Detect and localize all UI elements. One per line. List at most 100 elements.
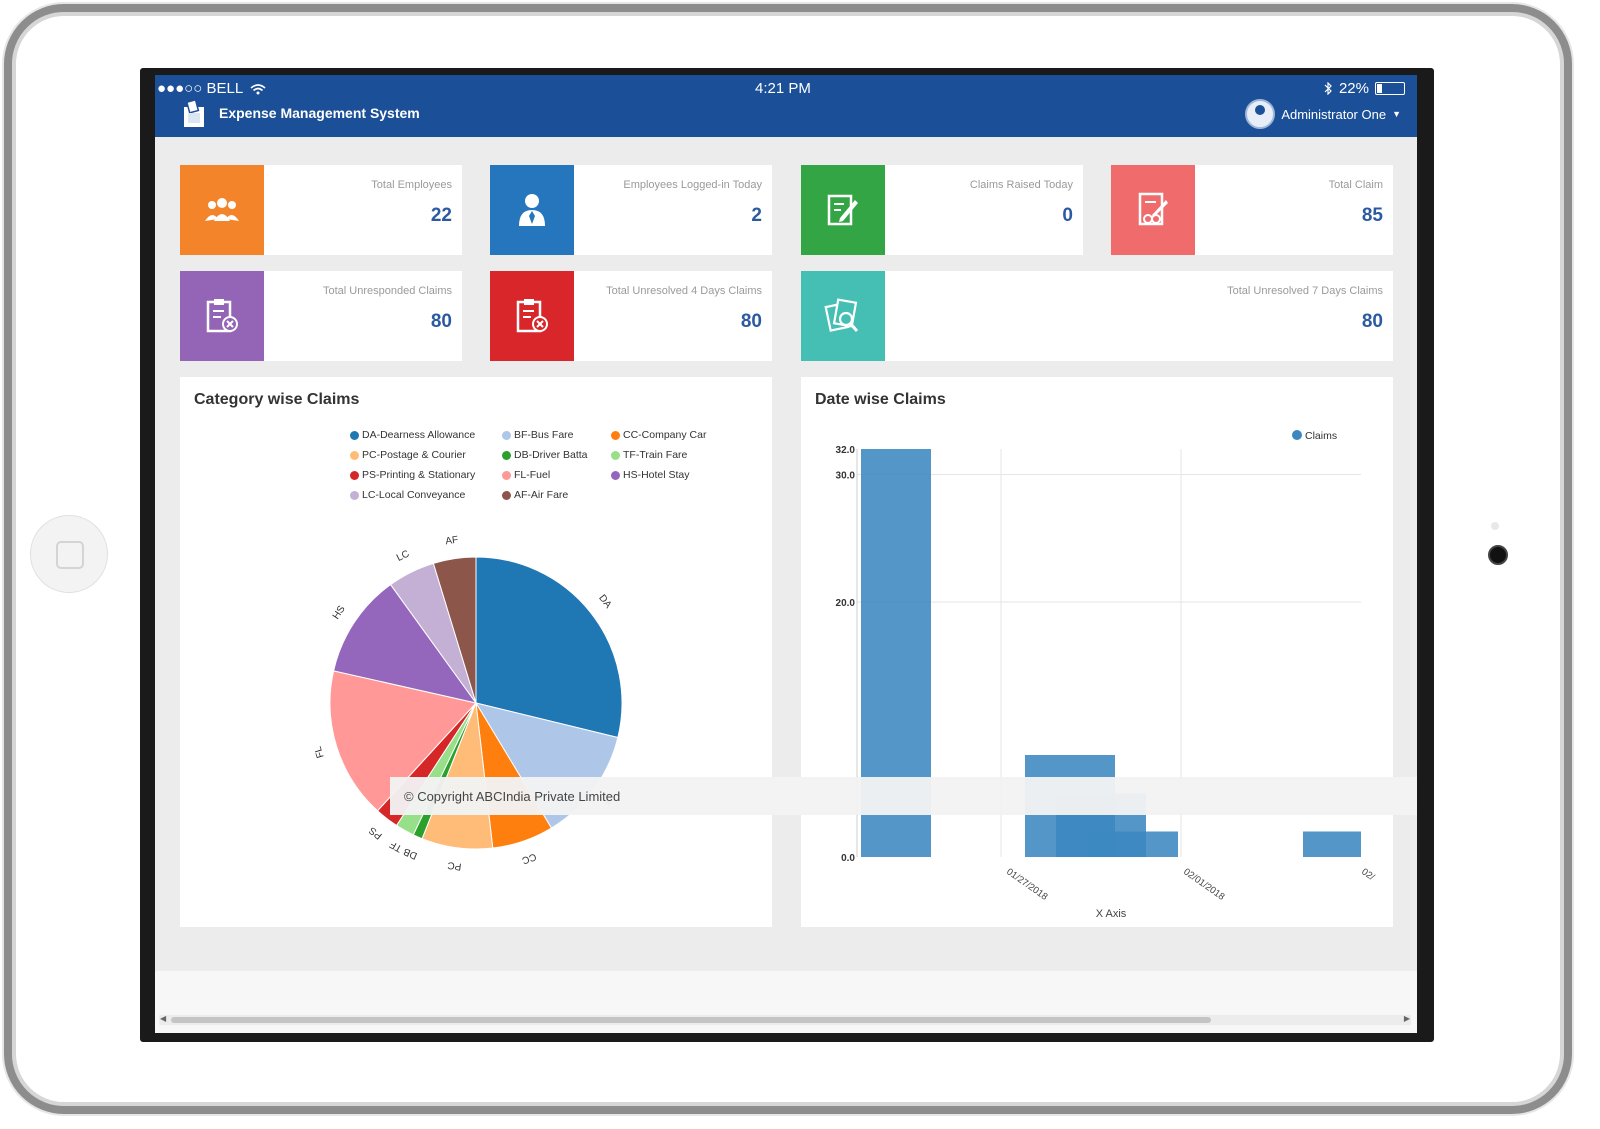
legend-dot — [1292, 430, 1302, 440]
documents-search-icon — [801, 271, 885, 361]
card-total-employees[interactable]: Total Employees 22 — [180, 165, 462, 255]
y-tick-label: 32.0 — [836, 445, 856, 456]
legend-dot — [502, 490, 511, 500]
legend-label: TF-Train Fare — [623, 449, 688, 461]
x-axis-label: X Axis — [1096, 908, 1127, 920]
battery-text: 22% — [1338, 80, 1369, 97]
legend-label: PS-Printing & Stationary — [362, 469, 476, 481]
card-unresolved-4-days[interactable]: Total Unresolved 4 Days Claims 80 — [490, 271, 772, 361]
pie-label: PC — [447, 859, 462, 872]
card-claims-raised-today[interactable]: Claims Raised Today 0 — [801, 165, 1083, 255]
legend-dot — [350, 490, 359, 500]
users-group-icon — [180, 165, 264, 255]
card-label: Claims Raised Today — [969, 179, 1073, 191]
x-tick-label: 01/27/2018 — [1004, 866, 1049, 902]
y-tick-label: 20.0 — [836, 598, 856, 609]
legend-dot — [350, 430, 359, 440]
legend-dot — [611, 430, 620, 440]
legend-label: LC-Local Conveyance — [362, 489, 466, 501]
pie-slice-af[interactable] — [432, 556, 477, 704]
scroll-right-icon[interactable]: ▶ — [1403, 1014, 1410, 1023]
carrier-status: ●●●○○ BELL — [157, 80, 266, 97]
copyright-banner: © Copyright ABCIndia Private Limited — [390, 777, 1417, 815]
card-total-claim[interactable]: Total Claim 85 — [1111, 165, 1393, 255]
camera-icon — [1488, 545, 1508, 565]
scroll-left-icon[interactable]: ◀ — [160, 1014, 167, 1023]
legend-item[interactable]: BF-Bus Fare — [502, 429, 574, 441]
app-header: ●●●○○ BELL 4:21 PM 22% Expense Managemen… — [155, 75, 1417, 137]
card-value: 80 — [1361, 311, 1383, 332]
category-pie-chart: DABFCCPCDBTFPSFLHSLCAF — [313, 535, 623, 872]
page-footer: ◀ ▶ — [155, 971, 1417, 1033]
bluetooth-icon — [1324, 82, 1332, 95]
pie-slice-fl[interactable] — [329, 670, 477, 812]
bar[interactable] — [1088, 831, 1178, 858]
legend-item[interactable]: PC-Postage & Courier — [350, 449, 466, 461]
app-title: Expense Management System — [219, 105, 420, 121]
card-unresponded-claims[interactable]: Total Unresponded Claims 80 — [180, 271, 462, 361]
pie-label: DA — [596, 593, 613, 611]
card-label: Total Unresolved 7 Days Claims — [1227, 285, 1383, 297]
card-employees-logged-in[interactable]: Employees Logged-in Today 2 — [490, 165, 772, 255]
carrier-text: ●●●○○ BELL — [157, 80, 243, 97]
legend-item[interactable]: DA-Dearness Allowance — [350, 429, 475, 441]
legend-label[interactable]: Claims — [1305, 430, 1337, 442]
home-square-icon — [56, 541, 84, 569]
caret-down-icon: ▼ — [1392, 109, 1401, 119]
card-value: 2 — [751, 205, 762, 226]
legend-item[interactable]: LC-Local Conveyance — [350, 489, 465, 501]
pie-label: TF — [388, 838, 404, 854]
pie-label: AF — [445, 535, 459, 548]
legend-item[interactable]: HS-Hotel Stay — [611, 469, 690, 481]
card-label: Total Claim — [1328, 179, 1383, 191]
wifi-icon — [250, 83, 266, 95]
legend-dot — [611, 450, 620, 460]
clipboard-cancel-icon — [490, 271, 574, 361]
bar[interactable] — [1303, 831, 1361, 858]
pie-label: LC — [395, 548, 411, 564]
legend-item[interactable]: FL-Fuel — [502, 469, 550, 481]
legend-label: FL-Fuel — [514, 469, 551, 481]
y-tick-label: 0.0 — [841, 853, 855, 864]
legend-dot — [502, 430, 511, 440]
legend-dot — [611, 470, 620, 480]
date-bar-chart: 32.0 30.0 20.0 0.0 01/27/2018 02/01/2018 02/X … — [836, 430, 1377, 920]
card-label: Total Employees — [371, 179, 452, 191]
pie-label: PS — [367, 824, 385, 841]
tablet-screen: ●●●○○ BELL 4:21 PM 22% Expense Managemen… — [140, 68, 1434, 1042]
panel-title: Category wise Claims — [194, 391, 360, 408]
legend-dot — [350, 470, 359, 480]
legend-item[interactable]: PS-Printing & Stationary — [350, 469, 475, 481]
card-label: Employees Logged-in Today — [623, 179, 762, 191]
date-claims-panel: Date wise Claims 32.0 30.0 20.0 0.0 01/27/20… — [801, 377, 1393, 927]
pie-label: DB — [402, 845, 419, 861]
card-value: 0 — [1062, 205, 1073, 226]
pie-label: CC — [520, 851, 537, 866]
card-unresolved-7-days[interactable]: Total Unresolved 7 Days Claims 80 — [801, 271, 1393, 361]
legend-item[interactable]: CC-Company Car — [611, 429, 706, 441]
legend-label: PC-Postage & Courier — [362, 449, 466, 461]
category-claims-panel: Category wise Claims DA-Dearness Allowan… — [180, 377, 772, 927]
legend-dot — [502, 470, 511, 480]
pie-slice-da[interactable] — [475, 556, 623, 739]
legend-item[interactable]: AF-Air Fare — [502, 489, 568, 501]
pie-slice-hs[interactable] — [332, 583, 478, 704]
legend-dot — [350, 450, 359, 460]
scrollbar-thumb[interactable] — [171, 1017, 1211, 1023]
horizontal-scrollbar[interactable]: ◀ ▶ — [159, 1014, 1411, 1025]
user-tie-icon — [490, 165, 574, 255]
app-logo-icon — [184, 99, 204, 127]
legend-label: AF-Air Fare — [514, 489, 569, 501]
legend-label: HS-Hotel Stay — [623, 469, 690, 481]
panel-title: Date wise Claims — [815, 391, 946, 408]
x-tick-label: 02/ — [1359, 866, 1376, 883]
user-avatar-icon — [1245, 99, 1276, 129]
user-menu[interactable]: Administrator One ▼ — [1245, 99, 1401, 129]
card-value: 80 — [430, 311, 452, 332]
card-label: Total Unresolved 4 Days Claims — [606, 285, 762, 297]
legend-item[interactable]: TF-Train Fare — [611, 449, 687, 461]
home-button[interactable] — [30, 515, 108, 593]
card-value: 85 — [1361, 205, 1383, 226]
x-tick-label: 02/01/2018 — [1181, 866, 1226, 902]
legend-item[interactable]: DB-Driver Batta — [502, 449, 588, 461]
